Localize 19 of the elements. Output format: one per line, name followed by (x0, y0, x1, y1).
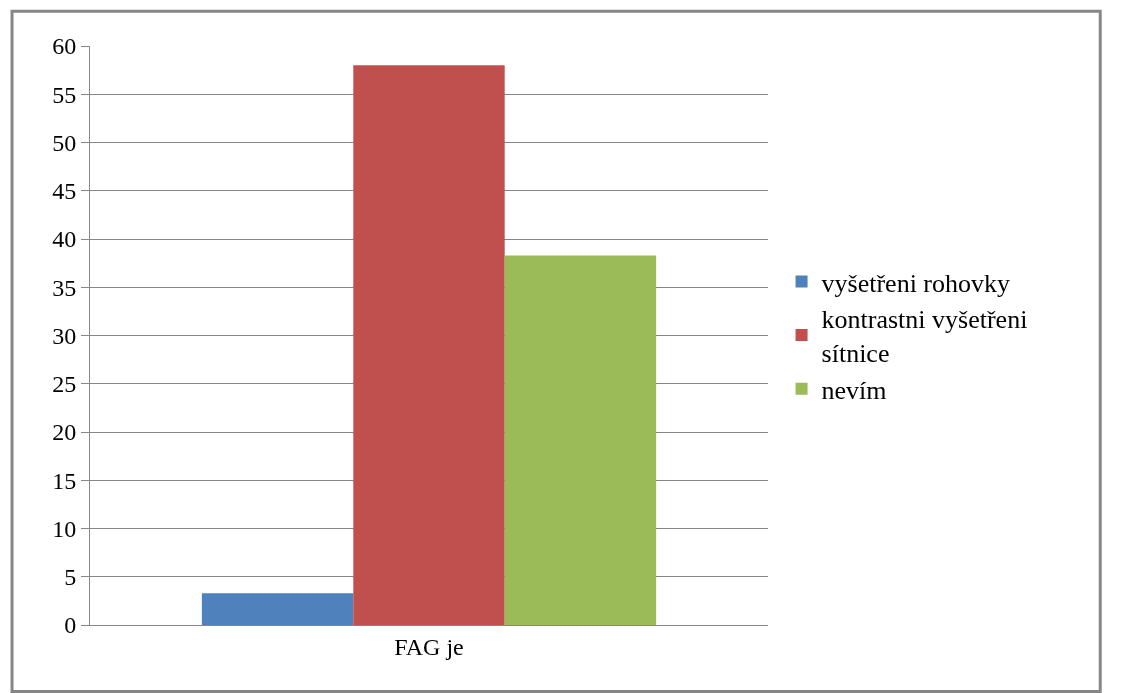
bar (201, 593, 354, 625)
y-tick-label: 25 (52, 371, 77, 398)
bar (504, 255, 657, 625)
y-tick-label: 60 (52, 33, 77, 60)
y-tick-label: 20 (52, 419, 77, 446)
y-tick-label: 5 (64, 564, 77, 591)
y-tick-label: 55 (52, 81, 77, 108)
x-tick-label: FAG je (394, 633, 464, 660)
y-tick-label: 10 (52, 515, 77, 542)
y-tick-label: 35 (52, 274, 77, 301)
y-tick-label: 30 (52, 322, 77, 349)
y-tick-label: 50 (52, 129, 77, 156)
legend-label: nevím (821, 375, 887, 405)
y-tick-label: 0 (64, 612, 77, 639)
y-tick-label: 15 (52, 467, 77, 494)
legend-label: vyšetřeni rohovky (821, 268, 1011, 298)
y-tick-label: 40 (52, 226, 77, 253)
y-tick-label: 45 (52, 178, 77, 205)
bar (353, 65, 505, 625)
